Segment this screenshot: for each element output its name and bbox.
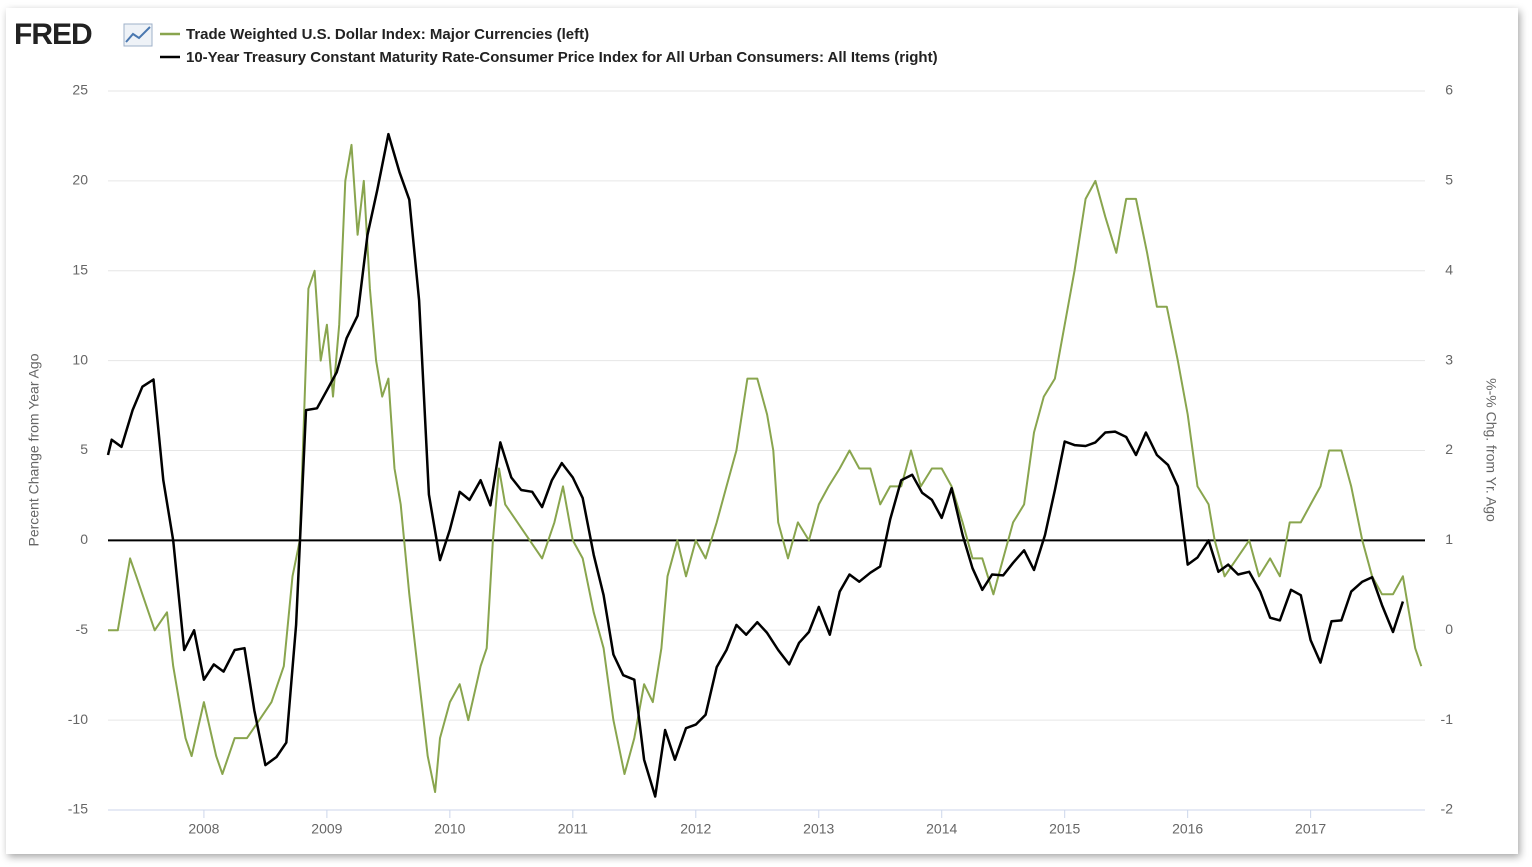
legend-label: 10-Year Treasury Constant Maturity Rate-… [186, 49, 938, 66]
x-tick-label: 2015 [1049, 821, 1080, 837]
y2-tick-label: -1 [1441, 711, 1454, 727]
y2-tick-label: 6 [1445, 82, 1453, 98]
series-line [108, 143, 1423, 793]
y-tick-label: 10 [72, 351, 88, 367]
y2-tick-label: 0 [1445, 621, 1453, 637]
logo-icon [123, 23, 153, 47]
x-tick-label: 2009 [311, 821, 342, 837]
y2-tick-label: 2 [1445, 441, 1453, 457]
y-tick-label: -15 [68, 801, 88, 817]
x-tick-label: 2016 [1172, 821, 1203, 837]
x-tick-label: 2012 [680, 821, 711, 837]
y-tick-label: 20 [72, 172, 88, 188]
x-tick-label: 2010 [434, 821, 465, 837]
y2-axis-label: %-% Chg. from Yr. Ago [1483, 378, 1499, 522]
logo: FRED [14, 18, 92, 51]
y-tick-label: 15 [72, 261, 88, 277]
y2-tick-label: 5 [1445, 172, 1453, 188]
x-tick-label: 2013 [803, 821, 834, 837]
series-line [106, 132, 1405, 798]
x-tick-label: 2014 [926, 821, 957, 837]
legend-label: Trade Weighted U.S. Dollar Index: Major … [186, 26, 589, 43]
x-tick-label: 2011 [558, 821, 588, 837]
y-tick-label: -10 [68, 711, 88, 727]
y2-tick-label: 1 [1445, 531, 1453, 547]
card [6, 8, 1518, 854]
y2-tick-label: -2 [1441, 801, 1454, 817]
y-tick-label: -5 [76, 621, 89, 637]
y2-tick-label: 4 [1445, 261, 1453, 277]
y-axis-label: Percent Change from Year Ago [26, 353, 42, 546]
y-tick-label: 25 [72, 82, 88, 98]
y2-tick-label: 3 [1445, 351, 1453, 367]
y-tick-label: 0 [80, 531, 88, 547]
y-tick-label: 5 [80, 441, 88, 457]
x-tick-label: 2017 [1295, 821, 1326, 837]
x-tick-label: 2008 [188, 821, 219, 837]
